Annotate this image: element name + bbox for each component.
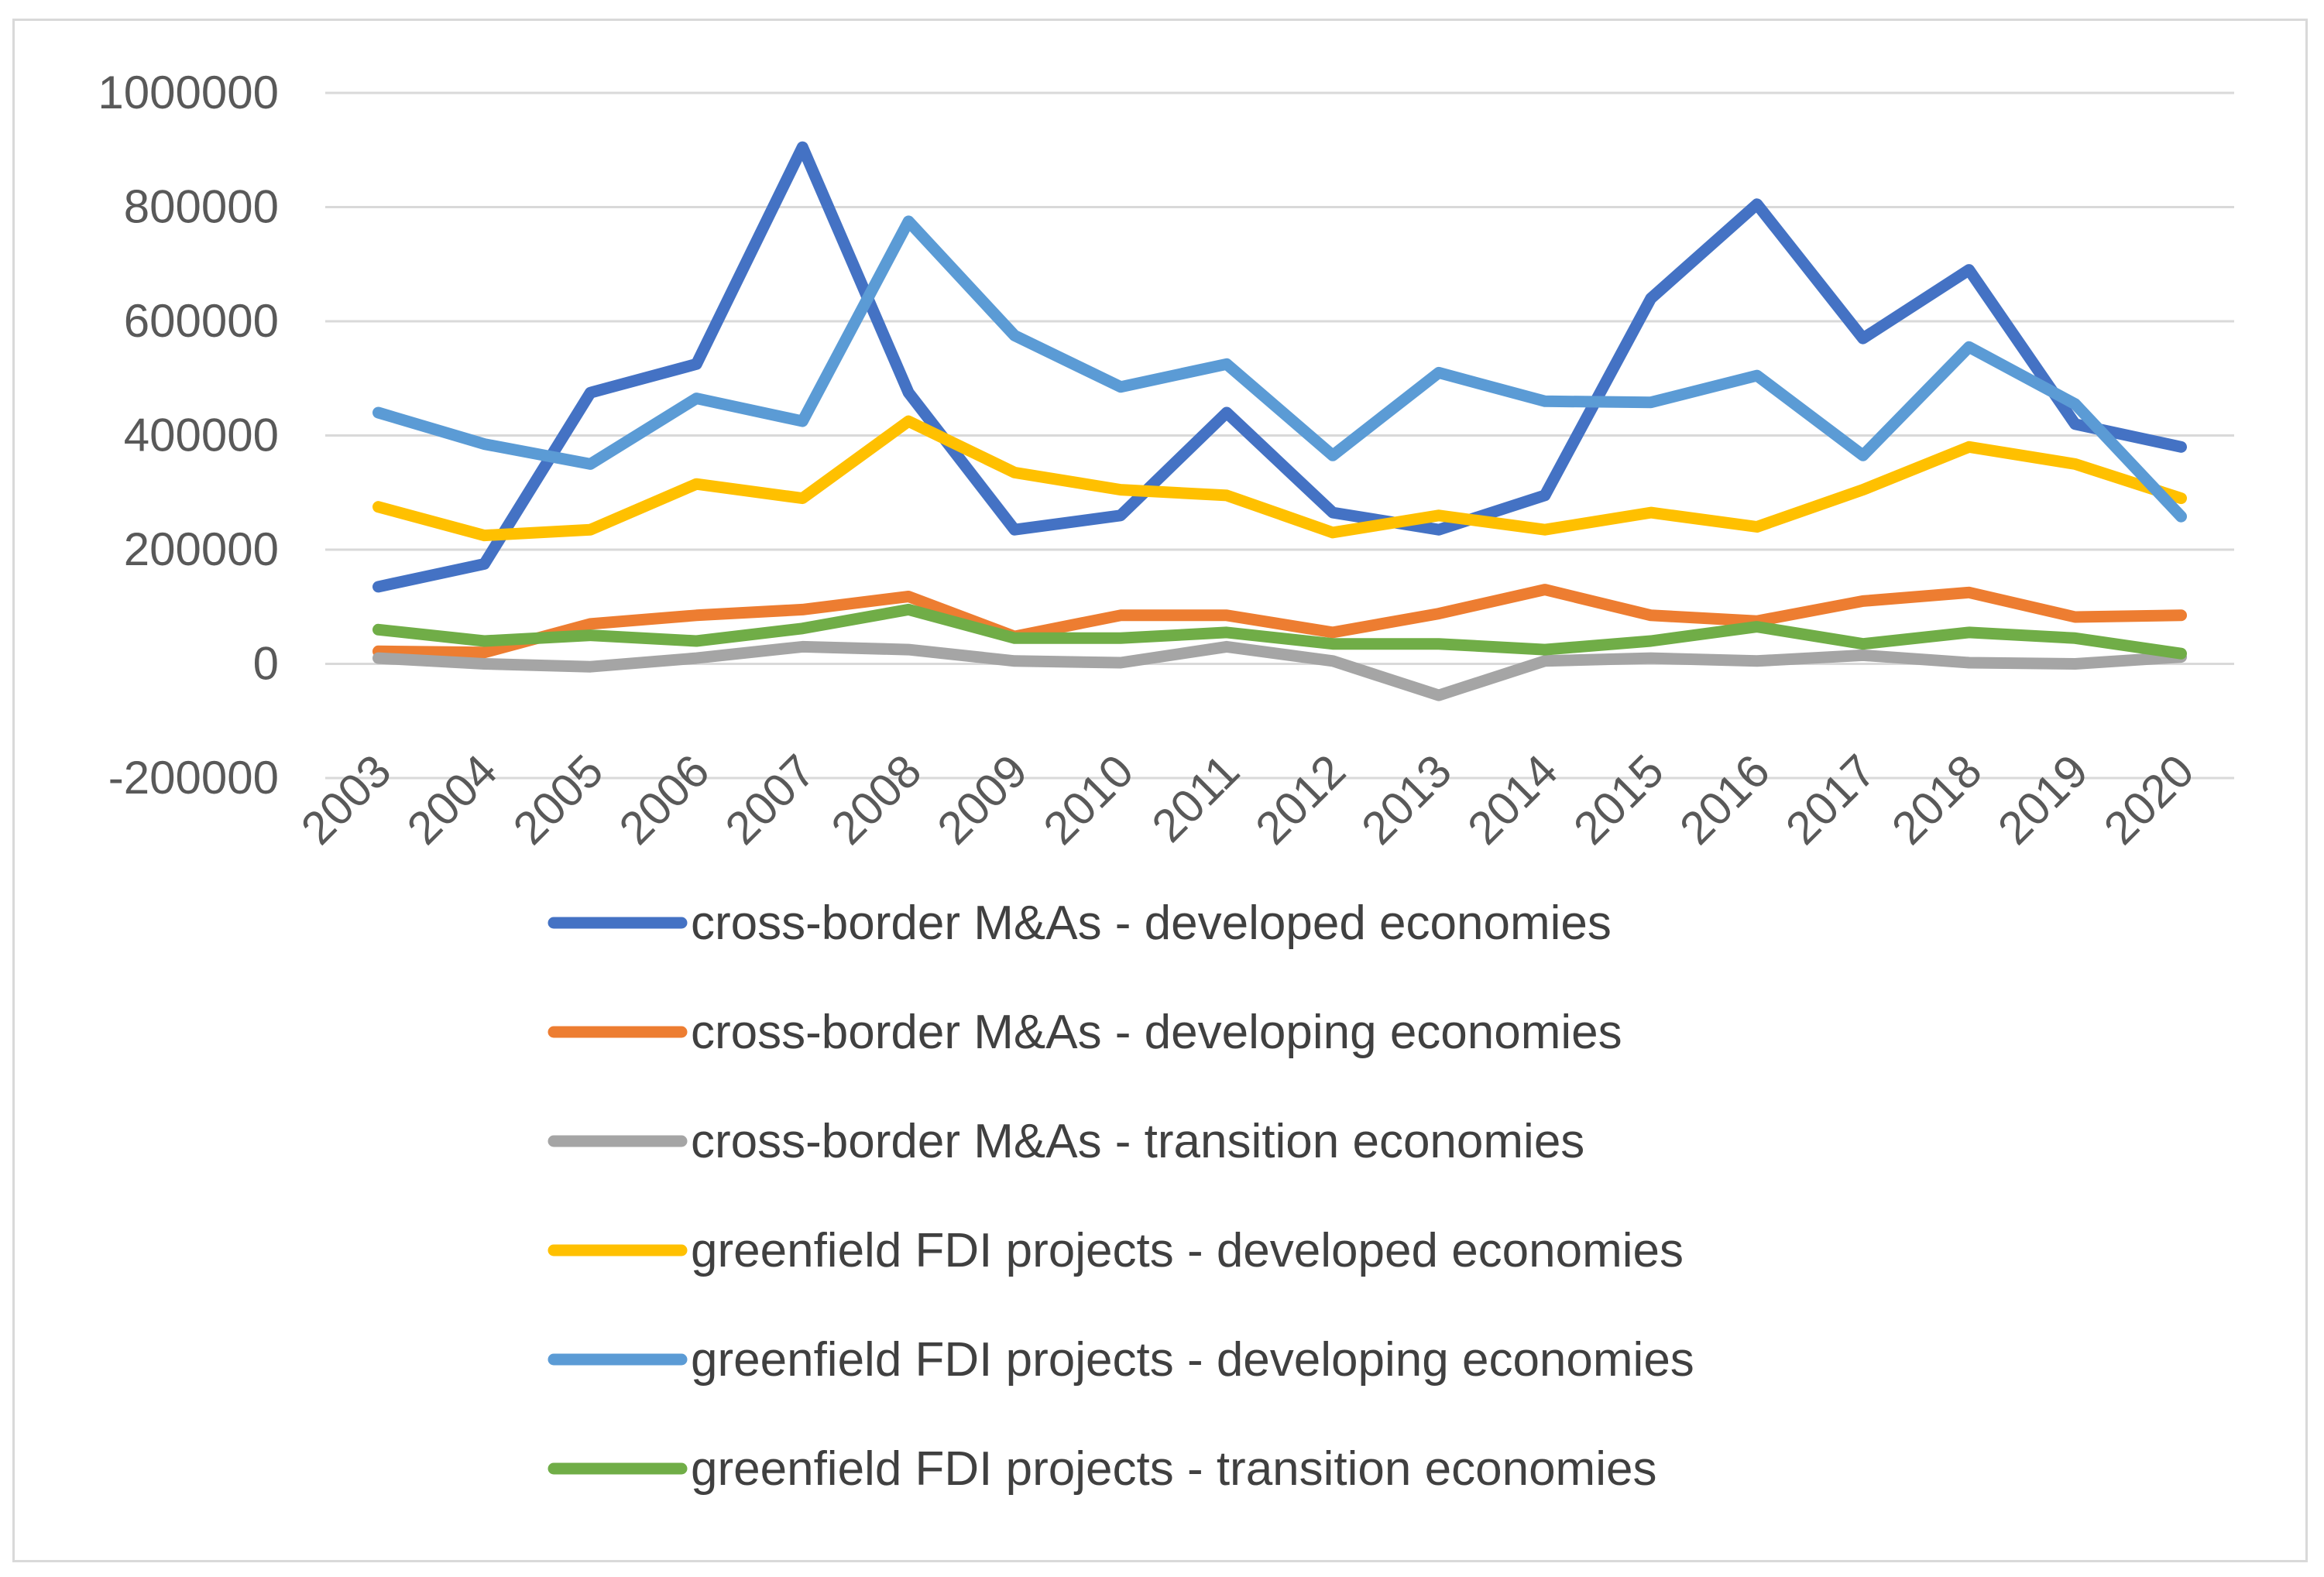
y-tick-label: 1000000 — [98, 67, 279, 118]
y-tick-label: 600000 — [124, 295, 279, 347]
legend-label: greenfield FDI projects - developing eco… — [691, 1333, 1694, 1387]
series-line-4 — [372, 415, 2187, 542]
x-tick-label: 2004 — [397, 745, 507, 855]
legend-label: greenfield FDI projects - developed econ… — [691, 1224, 1684, 1277]
legend: cross-border M&As - developed economies c… — [548, 896, 1694, 1496]
y-axis-ticks: 1000000 800000 600000 400000 200000 0 -200000 — [98, 67, 279, 804]
legend-entry: greenfield FDI projects - developing eco… — [548, 1333, 1694, 1387]
legend-label: cross-border M&As - developing economies — [691, 1006, 1622, 1059]
x-tick-label: 2015 — [1564, 745, 1673, 855]
x-tick-label: 2010 — [1034, 745, 1144, 855]
gridlines — [325, 91, 2234, 780]
x-tick-label: 2007 — [716, 745, 826, 855]
series-line-6 — [372, 603, 2187, 660]
x-tick-label: 2020 — [2094, 745, 2204, 855]
legend-entry: greenfield FDI projects - developed econ… — [548, 1224, 1684, 1277]
x-tick-label: 2019 — [1988, 745, 2098, 855]
legend-label: cross-border M&As - developed economies — [691, 896, 1612, 950]
y-tick-label: 400000 — [124, 410, 279, 461]
x-tick-label: 2003 — [291, 745, 401, 855]
series-line-2 — [372, 584, 2187, 659]
series-lines — [372, 141, 2187, 701]
legend-label: cross-border M&As - transition economies — [691, 1115, 1584, 1168]
x-tick-label: 2013 — [1351, 745, 1461, 855]
series-line-5 — [372, 215, 2187, 523]
series-line-1 — [372, 141, 2187, 593]
legend-entry: cross-border M&As - transition economies — [548, 1115, 1584, 1168]
legend-label: greenfield FDI projects - transition eco… — [691, 1442, 1656, 1496]
chart-frame — [12, 19, 2308, 1562]
x-tick-label: 2012 — [1245, 745, 1355, 855]
x-tick-label: 2008 — [822, 745, 932, 855]
y-tick-label: 0 — [253, 638, 279, 690]
x-tick-label: 2009 — [928, 745, 1038, 855]
x-tick-label: 2018 — [1882, 745, 1992, 855]
x-tick-label: 2014 — [1457, 745, 1567, 855]
legend-entry: cross-border M&As - developing economies — [548, 1006, 1622, 1059]
series-line-3 — [372, 640, 2187, 701]
y-tick-label: 200000 — [124, 523, 279, 575]
y-tick-label: 800000 — [124, 181, 279, 233]
x-tick-label: 2006 — [609, 745, 719, 855]
x-axis-ticks: 2003200420052006200720082009201020112012… — [291, 745, 2204, 855]
x-tick-label: 2005 — [503, 745, 613, 855]
x-tick-label: 2016 — [1670, 745, 1780, 855]
legend-entry: greenfield FDI projects - transition eco… — [548, 1442, 1656, 1496]
x-tick-label: 2011 — [1142, 745, 1250, 852]
legend-entry: cross-border M&As - developed economies — [548, 896, 1612, 950]
y-tick-label: -200000 — [108, 752, 279, 804]
x-tick-label: 2017 — [1776, 745, 1886, 855]
